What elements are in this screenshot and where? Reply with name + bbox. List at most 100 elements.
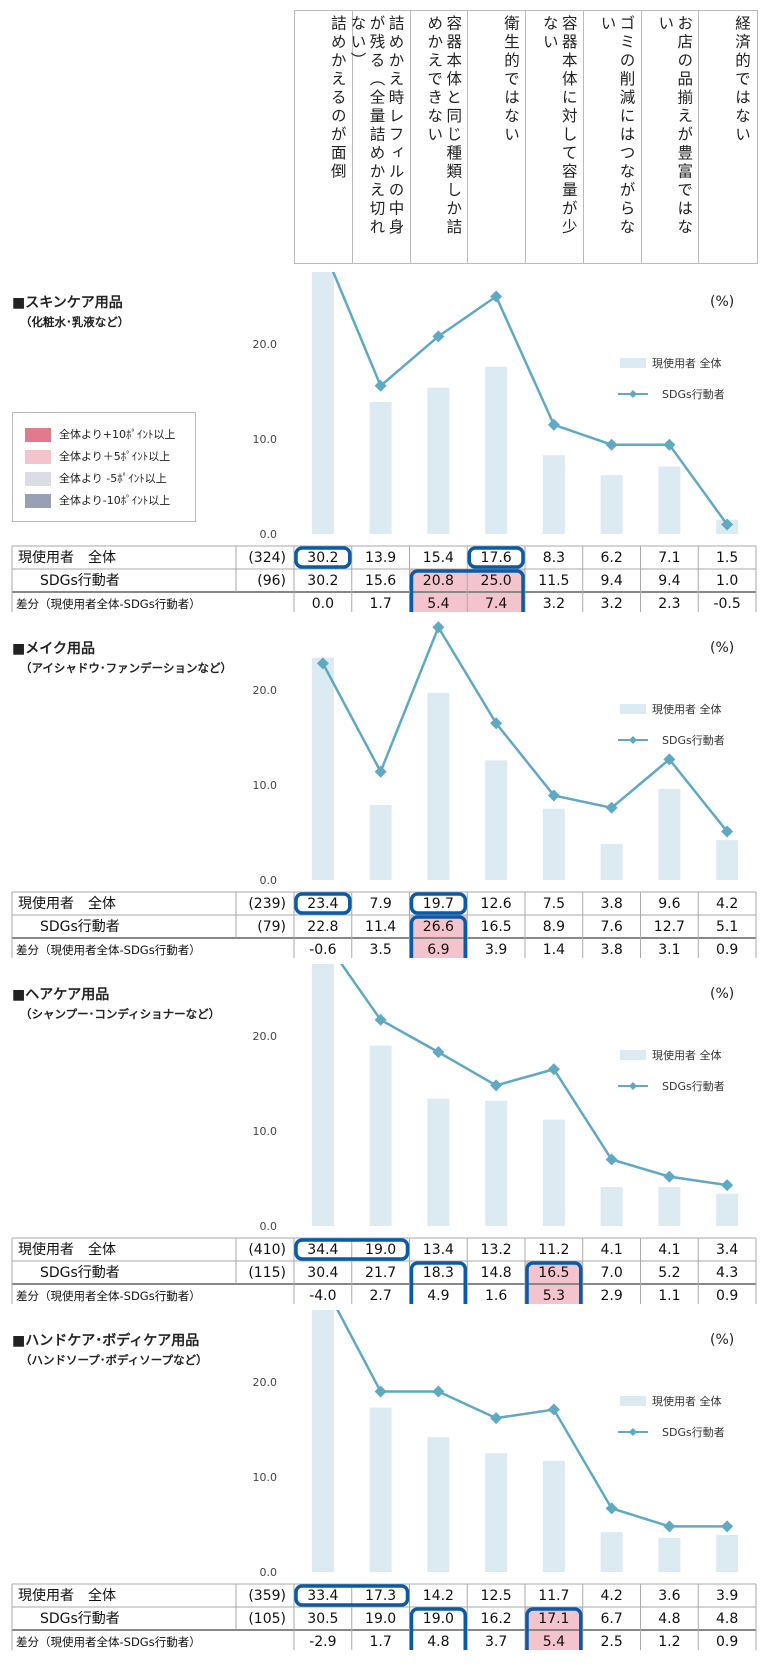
section-subtitle: （シャンプー･コンディショナーなど） xyxy=(20,1007,221,1021)
column-header-2: 詰めかえ時レフィルの中身が残る（全量詰めかえ切れない） xyxy=(349,10,411,264)
diff-value: 3.2 xyxy=(543,596,565,612)
bar xyxy=(427,387,450,534)
legend-label: 全体より＋5ﾎﾟｲﾝﾄ以上 xyxy=(59,450,171,463)
column-header-7: お店の品揃えが豊富ではない xyxy=(640,10,700,264)
column-header-3: 容器本体と同じ種類しか詰めかえできない xyxy=(409,10,469,264)
sample-size: (410) xyxy=(248,1242,286,1258)
bar xyxy=(658,1537,681,1572)
diff-value: 2.3 xyxy=(658,596,680,612)
section-subtitle: （化粧水･乳液など） xyxy=(20,315,130,329)
table-value: 3.8 xyxy=(600,896,622,912)
row-label-all: 現使用者 全体 xyxy=(18,1241,116,1258)
highlight-cell xyxy=(467,592,525,612)
diff-value: 3.7 xyxy=(485,1634,507,1650)
sample-size: (115) xyxy=(248,1265,286,1281)
column-header-label: お店の品揃えが豊富ではない xyxy=(656,15,694,237)
table-value: 33.4 xyxy=(307,1588,338,1604)
chart-section-2: ■メイク用品 （アイシャドウ･ファンデーションなど） (%) 0.0 10.0 20.0 3… xyxy=(0,618,764,958)
table-value: 7.6 xyxy=(600,919,622,935)
legend-label: 全体より-10ﾎﾟｲﾝﾄ以上 xyxy=(59,494,171,507)
table-value: 11.4 xyxy=(365,919,396,935)
sample-size: (79) xyxy=(257,919,286,935)
column-header-label: 容器本体に対して容量が少ない xyxy=(540,15,578,237)
column-header-4: 衛生的ではない xyxy=(467,10,526,264)
table-value: 4.8 xyxy=(658,1611,680,1627)
legend-swatch xyxy=(25,450,51,464)
table-value: 11.7 xyxy=(538,1588,569,1604)
column-header-label: ゴミの削減にはつながらない xyxy=(598,15,636,237)
diff-value: -0.5 xyxy=(713,596,740,612)
bar xyxy=(658,466,681,534)
highlight-box xyxy=(525,1607,583,1650)
line-point xyxy=(374,1385,387,1398)
legend-line-marker xyxy=(629,736,637,744)
line-point xyxy=(605,438,618,451)
unit-label: (%) xyxy=(710,294,735,310)
chart-section-1: ■スキンケア用品（化粧水･乳液など）(%)0.010.020.030.040.0… xyxy=(0,272,764,612)
sample-size: (239) xyxy=(248,896,286,912)
bar xyxy=(369,804,392,880)
bar xyxy=(600,1187,623,1226)
highlight-box xyxy=(467,546,525,569)
bar xyxy=(600,1532,623,1572)
diff-value: 7.4 xyxy=(485,596,507,612)
table-value: 7.9 xyxy=(369,896,391,912)
diff-value: 4.8 xyxy=(427,1634,449,1650)
sample-size: (359) xyxy=(248,1588,286,1604)
table-value: 19.0 xyxy=(365,1611,396,1627)
legend-bar-label: 現使用者 全体 xyxy=(652,702,722,716)
line-point xyxy=(547,1063,560,1076)
line-point xyxy=(432,330,445,343)
bar xyxy=(542,455,565,534)
table-value: 12.6 xyxy=(481,896,512,912)
bar xyxy=(658,1187,681,1226)
highlight-cell xyxy=(409,938,468,958)
table-value: 15.6 xyxy=(365,573,396,589)
sample-size: (324) xyxy=(248,550,286,566)
highlight-box xyxy=(409,1607,467,1650)
section-title: ■メイク用品 xyxy=(12,641,95,657)
table-value: 3.9 xyxy=(716,1588,738,1604)
section-subtitle: （アイシャドウ･ファンデーションなど） xyxy=(20,661,232,675)
table-value: 7.1 xyxy=(658,550,680,566)
line-point xyxy=(721,825,734,838)
highlight-box xyxy=(409,915,467,958)
y-tick-label: 10.0 xyxy=(253,1125,278,1138)
diff-value: 3.5 xyxy=(369,942,391,958)
bar xyxy=(311,1310,334,1572)
line-point xyxy=(432,1046,445,1059)
diff-value: 4.9 xyxy=(427,1288,449,1304)
diff-value: 2.7 xyxy=(369,1288,391,1304)
table-value: 3.6 xyxy=(658,1588,680,1604)
sample-size: (105) xyxy=(248,1611,286,1627)
table-value: 34.4 xyxy=(307,1242,338,1258)
table-value: 19.0 xyxy=(423,1611,454,1627)
bar xyxy=(716,840,739,880)
diff-value: -0.6 xyxy=(309,942,336,958)
legend-swatch xyxy=(25,472,51,486)
section-subtitle: （ハンドソープ･ボディソープなど） xyxy=(20,1353,208,1367)
section-title: ■スキンケア用品 xyxy=(12,295,123,311)
line-point xyxy=(490,1079,503,1092)
legend-line-label: SDGs行動者 xyxy=(662,387,725,401)
legend-bar-swatch xyxy=(620,1050,646,1060)
line-point xyxy=(432,621,445,634)
table-value: 6.7 xyxy=(600,1611,622,1627)
column-header-5: 容器本体に対して容量が少ない xyxy=(525,10,584,264)
line-point xyxy=(663,1520,676,1533)
y-tick-label: 20.0 xyxy=(253,338,278,351)
table-value: 11.2 xyxy=(538,1242,569,1258)
line-point xyxy=(547,789,560,802)
highlight-cell xyxy=(525,1261,583,1284)
table-value: 20.8 xyxy=(423,573,454,589)
table-value: 4.2 xyxy=(716,896,738,912)
highlight-cell xyxy=(409,592,468,612)
column-header-6: ゴミの削減にはつながらない xyxy=(582,10,642,264)
diff-value: -4.0 xyxy=(309,1288,336,1304)
line-point xyxy=(490,717,503,730)
line-point xyxy=(490,1412,503,1425)
table-value: 16.5 xyxy=(481,919,512,935)
